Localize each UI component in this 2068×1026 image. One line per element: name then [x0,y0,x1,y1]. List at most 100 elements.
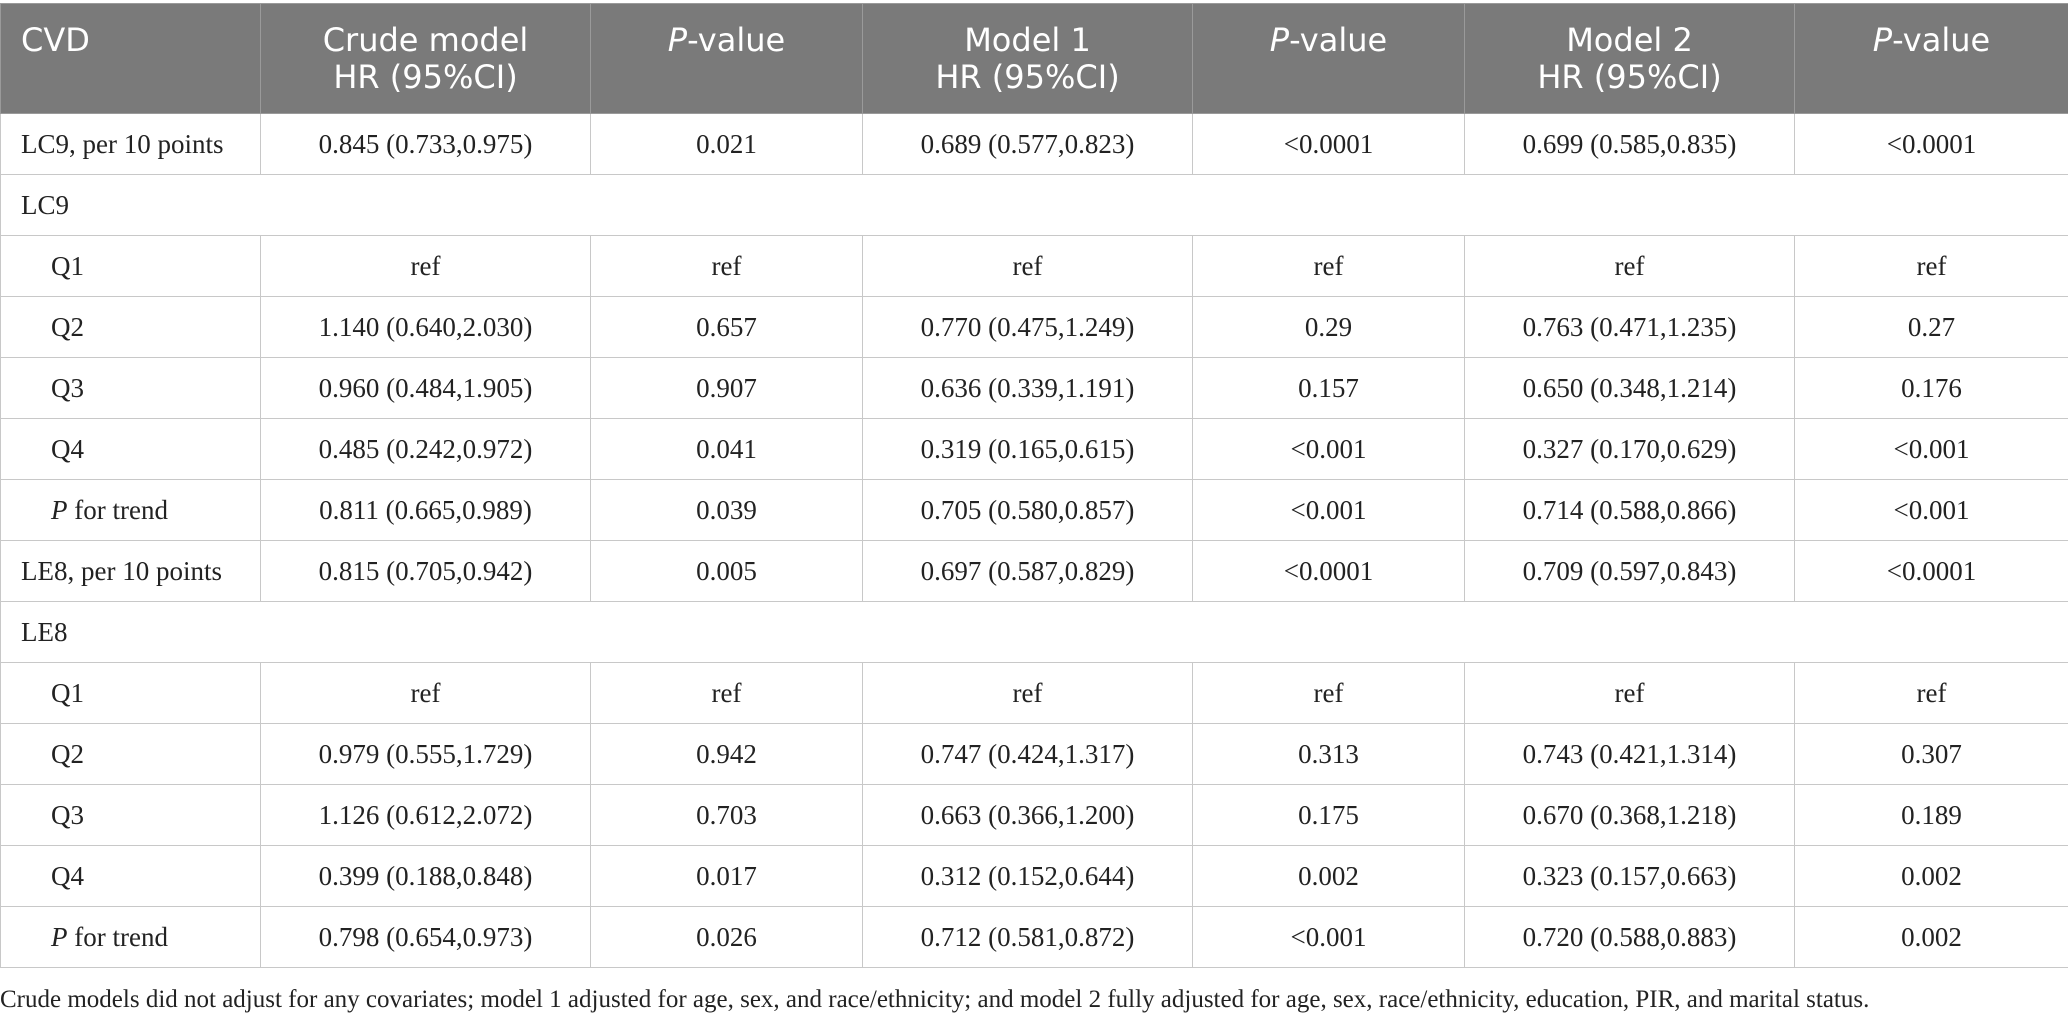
trend-text: for trend [67,494,168,525]
model2-hr: 0.709 (0.597,0.843) [1464,540,1795,602]
table-row-le8-per10: LE8, per 10 points 0.815 (0.705,0.942) 0… [0,540,2068,602]
model1-pvalue: 0.175 [1192,784,1465,846]
header-crude-line1: Crude model [322,21,529,59]
header-pvalue-crude: P-value [590,3,863,114]
table-row-le8-q2: Q2 0.979 (0.555,1.729) 0.942 0.747 (0.42… [0,723,2068,785]
model2-pvalue: 0.27 [1794,296,2068,358]
crude-hr: 0.811 (0.665,0.989) [260,479,591,541]
crude-hr: 0.845 (0.733,0.975) [260,113,591,175]
p-italic: P [51,921,68,952]
crude-hr: 0.960 (0.484,1.905) [260,357,591,419]
crude-pvalue: 0.039 [590,479,863,541]
crude-pvalue: 0.026 [590,906,863,968]
crude-hr: 0.798 (0.654,0.973) [260,906,591,968]
model1-hr: 0.705 (0.580,0.857) [862,479,1193,541]
header-crude-line2: HR (95%CI) [333,58,518,96]
model2-hr: 0.720 (0.588,0.883) [1464,906,1795,968]
model1-pvalue: 0.313 [1192,723,1465,785]
model1-hr: 0.312 (0.152,0.644) [862,845,1193,907]
model2-hr: 0.323 (0.157,0.663) [1464,845,1795,907]
crude-pvalue: 0.017 [590,845,863,907]
header-model1: Model 1 HR (95%CI) [862,3,1193,114]
crude-pvalue: 0.005 [590,540,863,602]
model2-hr: 0.743 (0.421,1.314) [1464,723,1795,785]
header-p-italic: P [667,21,688,59]
row-label: Q3 [0,357,261,419]
model2-pvalue: 0.307 [1794,723,2068,785]
header-p-rest: -value [1289,21,1388,59]
model1-pvalue: 0.157 [1192,357,1465,419]
row-label: Q4 [0,845,261,907]
crude-hr: 0.399 (0.188,0.848) [260,845,591,907]
crude-pvalue: 0.041 [590,418,863,480]
model1-hr: 0.697 (0.587,0.829) [862,540,1193,602]
model2-hr: 0.327 (0.170,0.629) [1464,418,1795,480]
row-label: Q1 [0,662,261,724]
model2-pvalue: 0.002 [1794,845,2068,907]
header-p-italic: P [1872,21,1893,59]
model2-pvalue: <0.001 [1794,479,2068,541]
model1-pvalue: ref [1192,235,1465,297]
table-row-lc9-q1: Q1 ref ref ref ref ref ref [0,235,2068,297]
header-p-rest: -value [1892,21,1991,59]
model2-pvalue: <0.001 [1794,418,2068,480]
model2-hr: 0.650 (0.348,1.214) [1464,357,1795,419]
model2-pvalue: 0.176 [1794,357,2068,419]
header-model2: Model 2 HR (95%CI) [1464,3,1795,114]
model1-hr: ref [862,662,1193,724]
table-row-le8-q4: Q4 0.399 (0.188,0.848) 0.017 0.312 (0.15… [0,845,2068,907]
row-label: Q4 [0,418,261,480]
row-label: Q2 [0,296,261,358]
crude-hr: 0.979 (0.555,1.729) [260,723,591,785]
model2-pvalue: <0.0001 [1794,540,2068,602]
row-label: Q2 [0,723,261,785]
model2-hr: 0.699 (0.585,0.835) [1464,113,1795,175]
model2-pvalue: 0.189 [1794,784,2068,846]
trend-text: for trend [67,921,168,952]
model2-pvalue: <0.0001 [1794,113,2068,175]
row-label: P for trend [0,906,261,968]
crude-pvalue: ref [590,235,863,297]
model1-pvalue: <0.0001 [1192,113,1465,175]
model1-hr: 0.319 (0.165,0.615) [862,418,1193,480]
model1-hr: 0.770 (0.475,1.249) [862,296,1193,358]
header-model2-line2: HR (95%CI) [1537,58,1722,96]
crude-hr: 1.140 (0.640,2.030) [260,296,591,358]
crude-pvalue: 0.021 [590,113,863,175]
model1-pvalue: <0.001 [1192,479,1465,541]
crude-hr: ref [260,235,591,297]
header-pvalue-model1: P-value [1192,3,1465,114]
crude-pvalue: ref [590,662,863,724]
results-table: CVD Crude model HR (95%CI) P-value Model … [0,3,2068,968]
header-crude-model: Crude model HR (95%CI) [260,3,591,114]
table-row-lc9-q3: Q3 0.960 (0.484,1.905) 0.907 0.636 (0.33… [0,357,2068,419]
model2-hr: 0.714 (0.588,0.866) [1464,479,1795,541]
model2-hr: ref [1464,662,1795,724]
crude-hr: 0.815 (0.705,0.942) [260,540,591,602]
crude-pvalue: 0.942 [590,723,863,785]
header-p-italic: P [1269,21,1290,59]
model1-hr: ref [862,235,1193,297]
header-p-rest: -value [687,21,786,59]
table-row-lc9-q4: Q4 0.485 (0.242,0.972) 0.041 0.319 (0.16… [0,418,2068,480]
model1-pvalue: 0.002 [1192,845,1465,907]
model2-hr: 0.670 (0.368,1.218) [1464,784,1795,846]
model1-pvalue: <0.0001 [1192,540,1465,602]
crude-pvalue: 0.703 [590,784,863,846]
table-footnote: Crude models did not adjust for any cova… [0,986,1870,1013]
table-row-lc9-per10: LC9, per 10 points 0.845 (0.733,0.975) 0… [0,113,2068,175]
row-label: P for trend [0,479,261,541]
model2-pvalue: 0.002 [1794,906,2068,968]
section-label-lc9: LC9 [0,174,2068,236]
row-label: Q3 [0,784,261,846]
model1-hr: 0.689 (0.577,0.823) [862,113,1193,175]
model1-pvalue: 0.29 [1192,296,1465,358]
crude-hr: 0.485 (0.242,0.972) [260,418,591,480]
table-row-lc9-q2: Q2 1.140 (0.640,2.030) 0.657 0.770 (0.47… [0,296,2068,358]
section-label-le8: LE8 [0,601,2068,663]
row-label: Q1 [0,235,261,297]
model2-hr: 0.763 (0.471,1.235) [1464,296,1795,358]
header-model1-line2: HR (95%CI) [935,58,1120,96]
table-row-le8-q1: Q1 ref ref ref ref ref ref [0,662,2068,724]
model1-hr: 0.747 (0.424,1.317) [862,723,1193,785]
